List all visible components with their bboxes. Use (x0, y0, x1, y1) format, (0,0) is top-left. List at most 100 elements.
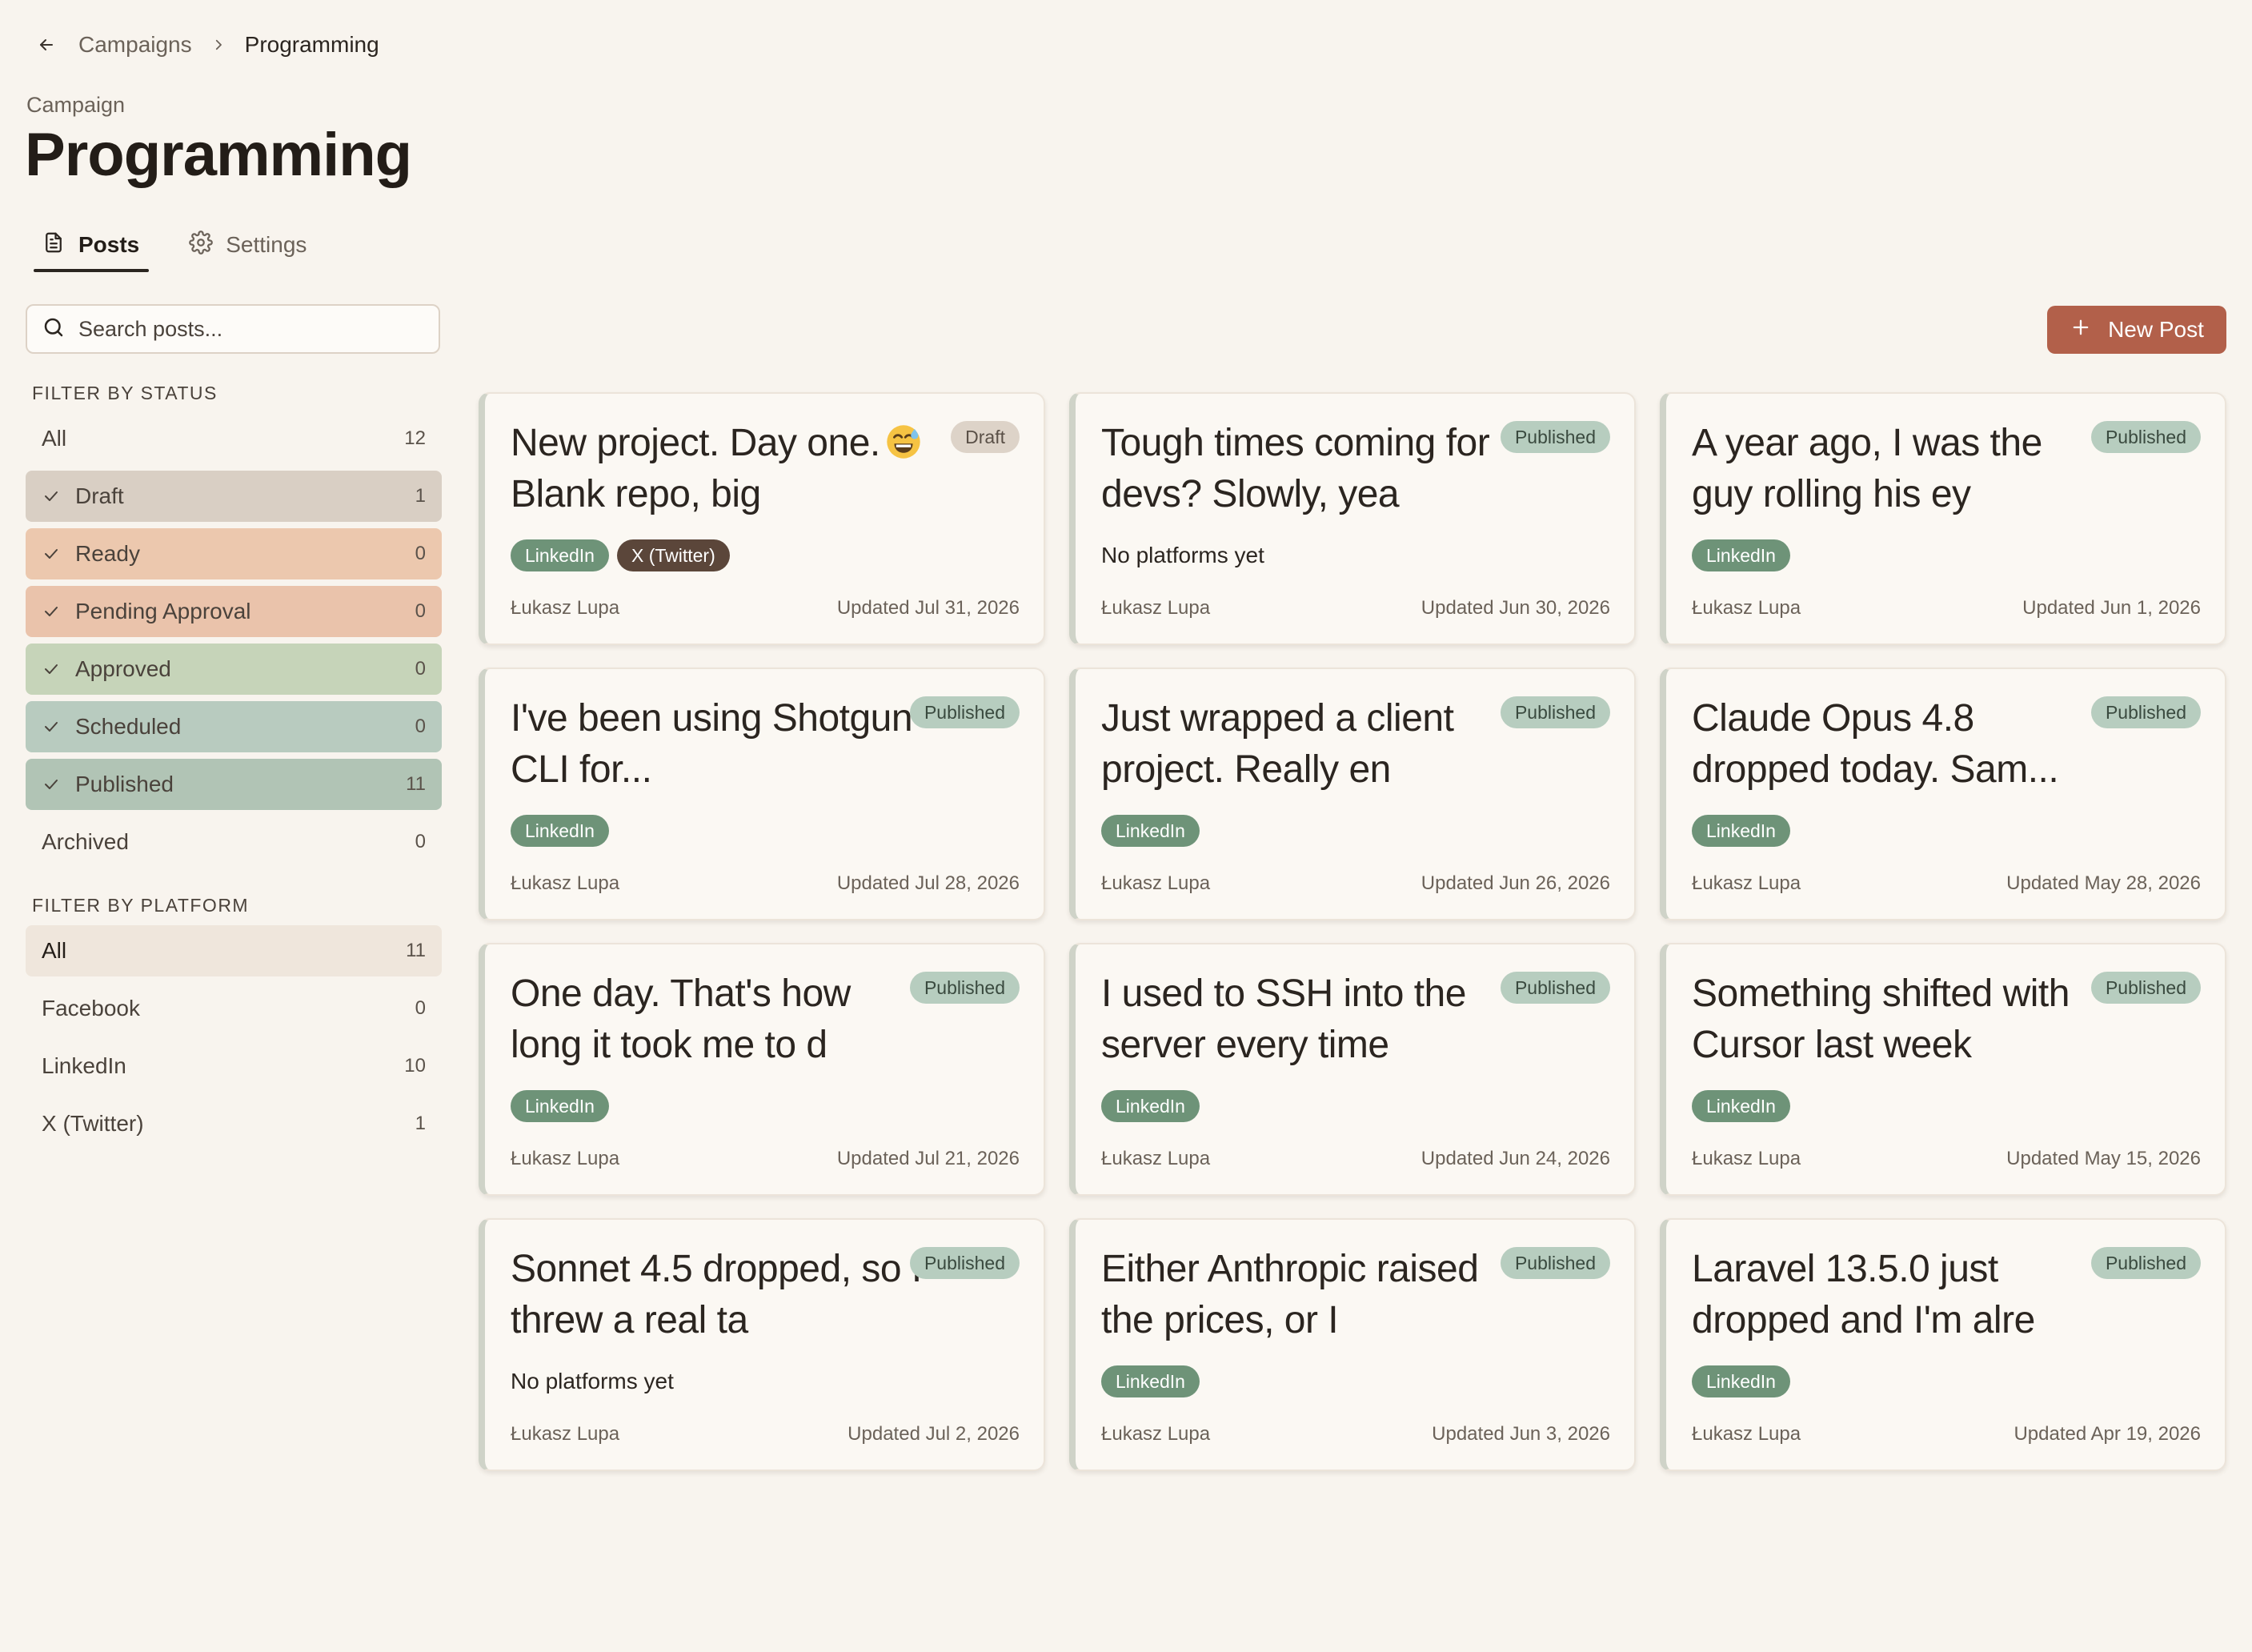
post-card[interactable]: Something shifted with Cursor last week P… (1660, 943, 2226, 1196)
platform-filter-facebook[interactable]: Facebook 0 (26, 983, 442, 1034)
no-platforms-text: No platforms yet (1101, 543, 1264, 567)
post-updated-date: Updated Jun 30, 2026 (1421, 597, 1610, 619)
post-card[interactable]: Just wrapped a client project. Really en… (1069, 668, 1636, 920)
platform-tag-linkedin: LinkedIn (1101, 1365, 1200, 1397)
filter-count: 0 (415, 658, 426, 680)
post-card[interactable]: Tough times coming for devs? Slowly, yea… (1069, 392, 1636, 645)
status-badge: Published (1500, 421, 1610, 453)
status-filter-all[interactable]: All 12 (26, 413, 442, 464)
post-card[interactable]: I've been using Shotgun CLI for... Publis… (479, 668, 1045, 920)
post-author: Łukasz Lupa (1101, 1423, 1211, 1445)
filter-label: All (42, 426, 67, 451)
status-filter-pending-approval[interactable]: Pending Approval 0 (26, 586, 442, 637)
tab-settings-label: Settings (226, 232, 307, 257)
post-updated-date: Updated Jul 31, 2026 (836, 597, 1020, 619)
post-grid: New project. Day one. Blank repo, big Draf… (479, 392, 2226, 1471)
post-title-text: Tough times coming for devs? Slowly, yea (1101, 422, 1490, 515)
platform-tag-linkedin: LinkedIn (511, 539, 609, 571)
status-filter-approved[interactable]: Approved 0 (26, 644, 442, 695)
filter-label: Draft (75, 483, 124, 508)
status-filter-heading: FILTER BY STATUS (32, 383, 218, 403)
post-title: I used to SSH into the server every time (1101, 968, 1517, 1071)
post-author: Łukasz Lupa (1101, 597, 1211, 619)
post-title-continued: Blank repo, big (511, 473, 761, 515)
platform-filter-linkedin[interactable]: LinkedIn 10 (26, 1041, 442, 1092)
search-input[interactable] (77, 315, 424, 343)
new-post-label: New Post (2108, 317, 2204, 342)
post-updated-date: Updated Jul 21, 2026 (836, 1148, 1020, 1169)
post-card[interactable]: I used to SSH into the server every time… (1069, 943, 1636, 1196)
post-title: I've been using Shotgun CLI for... (511, 693, 927, 796)
post-title-text: New project. Day one. (511, 422, 880, 464)
post-title: Claude Opus 4.8 dropped today. Sam... (1692, 693, 2108, 796)
search-box (26, 304, 440, 354)
platform-filter-x-twitter[interactable]: X (Twitter) 1 (26, 1098, 442, 1149)
post-updated-date: Updated May 15, 2026 (2006, 1148, 2201, 1169)
post-title-text: Laravel 13.5.0 just dropped and I'm alre (1692, 1248, 2035, 1341)
filter-label: Ready (75, 541, 140, 566)
filter-count: 0 (415, 716, 426, 737)
new-post-button[interactable]: New Post (2047, 306, 2226, 354)
post-title: Sonnet 4.5 dropped, so I threw a real ta (511, 1244, 927, 1346)
gear-icon (189, 230, 214, 260)
back-arrow-icon[interactable] (32, 30, 61, 59)
post-card[interactable]: Sonnet 4.5 dropped, so I threw a real ta… (479, 1218, 1045, 1471)
platform-tags: LinkedIn (1692, 1090, 1790, 1122)
post-updated-date: Updated Jul 2, 2026 (848, 1423, 1020, 1445)
post-updated-date: Updated Jul 28, 2026 (836, 872, 1020, 894)
filter-label: Approved (75, 656, 171, 681)
grinning-sweat-emoji-icon (885, 423, 922, 459)
status-badge: Published (909, 696, 1020, 728)
breadcrumb-current: Programming (244, 32, 379, 57)
post-title-text: I've been using Shotgun CLI for... (511, 697, 913, 791)
tab-bar: Posts Settings (32, 224, 316, 272)
platform-tag-linkedin: LinkedIn (1101, 815, 1200, 847)
post-card[interactable]: Either Anthropic raised the prices, or I… (1069, 1218, 1636, 1471)
post-title: New project. Day one. Blank repo, big (511, 418, 927, 520)
tab-settings[interactable]: Settings (179, 224, 316, 266)
breadcrumb-campaigns-link[interactable]: Campaigns (78, 32, 192, 57)
status-badge: Published (2090, 696, 2201, 728)
status-badge: Published (909, 972, 1020, 1004)
filter-count: 10 (404, 1055, 426, 1077)
status-filter-ready[interactable]: Ready 0 (26, 528, 442, 579)
document-icon (42, 231, 66, 260)
post-author: Łukasz Lupa (1101, 1148, 1211, 1169)
status-filter-archived[interactable]: Archived 0 (26, 816, 442, 868)
platform-filter-all[interactable]: All 11 (26, 925, 442, 976)
platform-tags: LinkedIn (1692, 815, 1790, 847)
page-eyebrow: Campaign (26, 93, 126, 117)
post-card[interactable]: Laravel 13.5.0 just dropped and I'm alre… (1660, 1218, 2226, 1471)
filter-label: All (42, 938, 67, 963)
tab-posts[interactable]: Posts (32, 224, 150, 272)
filter-label: Scheduled (75, 714, 182, 739)
post-title-text: I used to SSH into the server every time (1101, 972, 1466, 1066)
platform-tags: LinkedIn X (Twitter) (511, 539, 730, 571)
post-title: Either Anthropic raised the prices, or I (1101, 1244, 1517, 1346)
post-card[interactable]: A year ago, I was the guy rolling his ey… (1660, 392, 2226, 645)
platform-tags: LinkedIn (1692, 539, 1790, 571)
post-title: A year ago, I was the guy rolling his ey (1692, 418, 2108, 520)
post-title-text: One day. That's how long it took me to d (511, 972, 851, 1066)
post-card[interactable]: New project. Day one. Blank repo, big Draf… (479, 392, 1045, 645)
platform-tag-linkedin: LinkedIn (511, 1090, 609, 1122)
status-badge: Published (2090, 972, 2201, 1004)
status-badge: Published (1500, 696, 1610, 728)
check-icon (42, 602, 61, 621)
post-author: Łukasz Lupa (1692, 1148, 1801, 1169)
post-card[interactable]: One day. That's how long it took me to d… (479, 943, 1045, 1196)
filter-label: Pending Approval (75, 599, 251, 624)
platform-tags: No platforms yet (1101, 539, 1264, 571)
platform-filter-heading: FILTER BY PLATFORM (32, 895, 250, 916)
post-card[interactable]: Claude Opus 4.8 dropped today. Sam... Pub… (1660, 668, 2226, 920)
status-filter-scheduled[interactable]: Scheduled 0 (26, 701, 442, 752)
post-updated-date: Updated Apr 19, 2026 (2014, 1423, 2201, 1445)
filter-count: 0 (415, 831, 426, 852)
post-author: Łukasz Lupa (1101, 872, 1211, 894)
status-filter-published[interactable]: Published 11 (26, 759, 442, 810)
platform-tags: LinkedIn (511, 815, 609, 847)
status-filter-draft[interactable]: Draft 1 (26, 471, 442, 522)
platform-tag-linkedin: LinkedIn (511, 815, 609, 847)
filter-count: 0 (415, 997, 426, 1019)
post-title-text: Claude Opus 4.8 dropped today. Sam... (1692, 697, 2059, 791)
